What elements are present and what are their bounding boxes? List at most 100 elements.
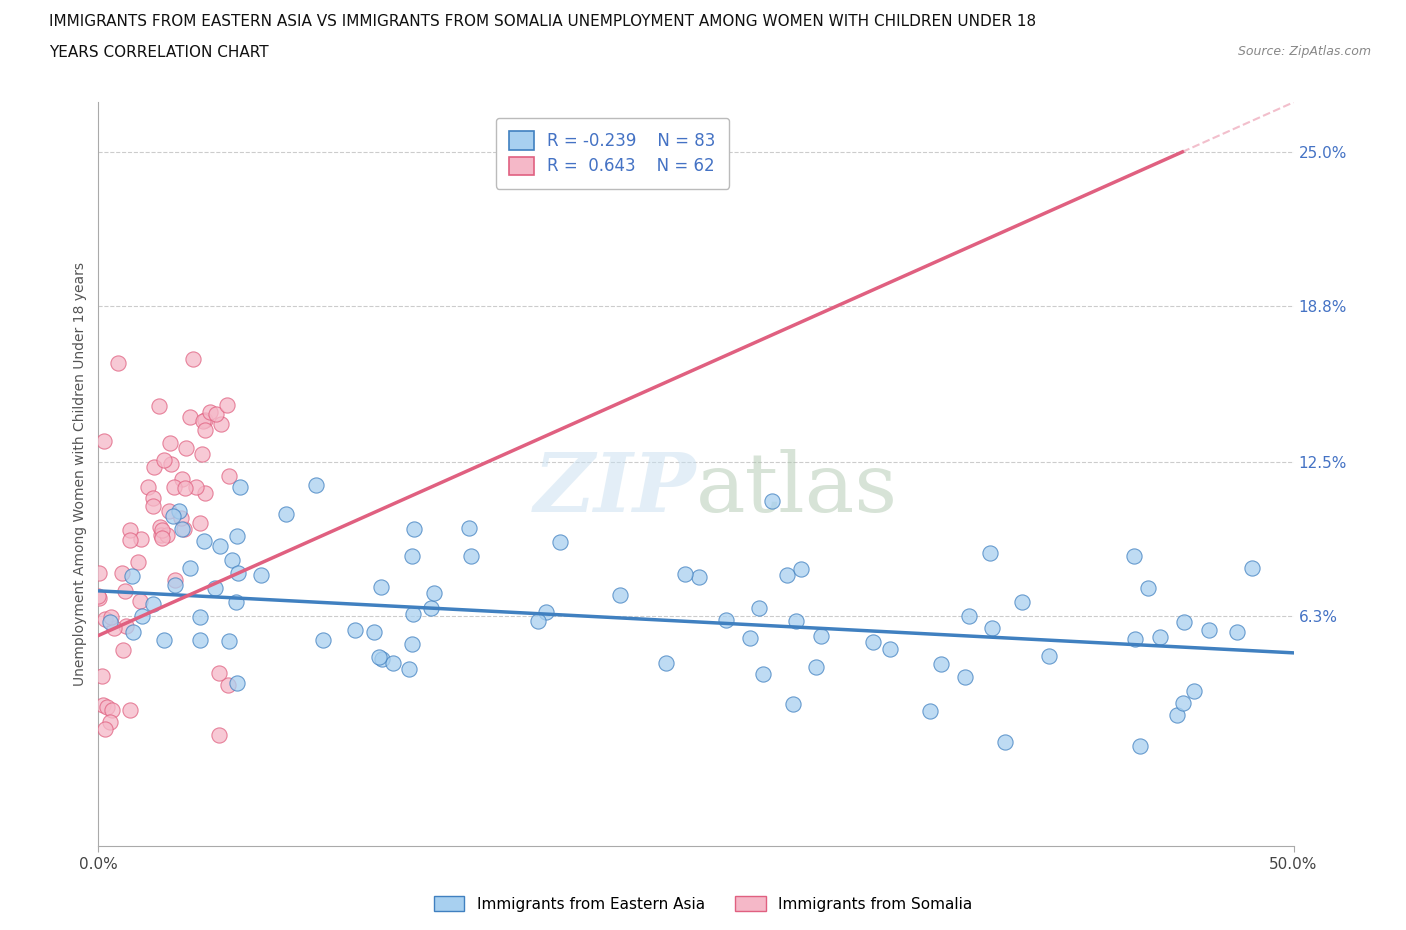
Point — [98, 615, 121, 630]
Text: Source: ZipAtlas.com: Source: ZipAtlas.com — [1237, 45, 1371, 58]
Point — [218, 633, 240, 648]
Point — [150, 523, 173, 538]
Point — [205, 406, 228, 421]
Point — [191, 414, 214, 429]
Point — [149, 519, 172, 534]
Point — [89, 591, 111, 605]
Point — [142, 596, 165, 611]
Point — [121, 568, 143, 583]
Point — [688, 570, 710, 585]
Point — [312, 632, 335, 647]
Point — [957, 608, 980, 623]
Point — [609, 588, 631, 603]
Point — [170, 472, 193, 486]
Point — [118, 702, 141, 717]
Legend: R = -0.239    N = 83, R =  0.643    N = 62: R = -0.239 N = 83, R = 0.643 N = 62 — [496, 118, 728, 189]
Point — [169, 504, 191, 519]
Point — [979, 546, 1001, 561]
Point — [188, 610, 211, 625]
Point — [163, 573, 186, 588]
Point — [101, 702, 124, 717]
Point — [810, 628, 832, 643]
Point — [174, 441, 197, 456]
Point — [100, 715, 122, 730]
Point — [159, 435, 181, 450]
Point — [550, 535, 572, 550]
Point — [111, 565, 134, 580]
Point — [191, 446, 214, 461]
Point — [344, 622, 367, 637]
Point — [274, 507, 297, 522]
Point — [1149, 630, 1171, 644]
Point — [226, 565, 249, 580]
Point — [94, 612, 117, 627]
Point — [179, 409, 201, 424]
Point — [170, 511, 193, 525]
Point — [422, 586, 444, 601]
Point — [1011, 595, 1033, 610]
Point — [163, 578, 186, 592]
Point — [1129, 738, 1152, 753]
Point — [1226, 625, 1249, 640]
Point — [714, 613, 737, 628]
Point — [457, 521, 479, 536]
Point — [142, 498, 165, 513]
Point — [141, 490, 163, 505]
Point — [122, 625, 145, 640]
Point — [188, 632, 211, 647]
Point — [761, 493, 783, 508]
Point — [160, 457, 183, 472]
Point — [1171, 696, 1194, 711]
Point — [226, 528, 249, 543]
Point — [738, 631, 761, 645]
Point — [981, 621, 1004, 636]
Point — [221, 552, 243, 567]
Point — [305, 477, 328, 492]
Point — [111, 643, 134, 658]
Text: atlas: atlas — [696, 449, 898, 529]
Point — [398, 661, 420, 676]
Point — [217, 678, 239, 693]
Point — [114, 584, 136, 599]
Point — [173, 522, 195, 537]
Point — [208, 665, 231, 680]
Point — [193, 534, 215, 549]
Point — [149, 527, 172, 542]
Point — [1241, 561, 1264, 576]
Point — [789, 562, 811, 577]
Point — [371, 651, 394, 666]
Point — [87, 589, 110, 604]
Point — [751, 666, 773, 681]
Point — [118, 533, 141, 548]
Point — [194, 412, 217, 427]
Point — [228, 479, 250, 494]
Point — [93, 434, 115, 449]
Point — [129, 532, 152, 547]
Point — [198, 405, 221, 419]
Point — [179, 560, 201, 575]
Point — [100, 609, 122, 624]
Point — [91, 668, 114, 683]
Point — [370, 579, 392, 594]
Point — [527, 614, 550, 629]
Point — [114, 619, 136, 634]
Point — [120, 523, 142, 538]
Point — [675, 566, 697, 581]
Point — [103, 620, 125, 635]
Point — [188, 516, 211, 531]
Point — [225, 675, 247, 690]
Point — [143, 459, 166, 474]
Point — [1173, 615, 1195, 630]
Point — [136, 480, 159, 495]
Text: YEARS CORRELATION CHART: YEARS CORRELATION CHART — [49, 45, 269, 60]
Point — [89, 565, 111, 580]
Point — [217, 397, 239, 412]
Point — [194, 422, 217, 437]
Point — [153, 453, 176, 468]
Point — [131, 609, 153, 624]
Point — [156, 527, 179, 542]
Point — [128, 593, 150, 608]
Point — [401, 549, 423, 564]
Point — [157, 503, 180, 518]
Point — [1123, 632, 1146, 647]
